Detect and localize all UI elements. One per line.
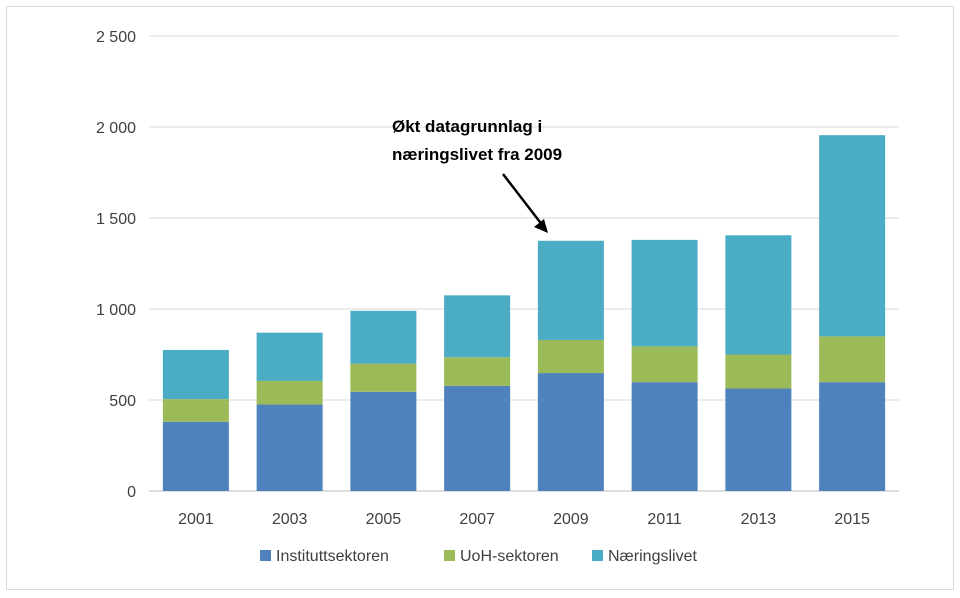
bar-stack-2007 bbox=[444, 295, 511, 491]
x-tick-label: 2003 bbox=[272, 511, 308, 528]
bar-instituttsektoren-2005 bbox=[350, 391, 417, 491]
bar-uoh-sektoren-2001 bbox=[162, 399, 229, 422]
x-axis: 2001 2003 2005 2007 2009 2011 2013 2015 bbox=[178, 511, 870, 528]
y-tick-label: 0 bbox=[127, 484, 136, 501]
y-tick-label: 2 500 bbox=[96, 29, 136, 46]
annotation-line-2: næringslivet fra 2009 bbox=[392, 145, 562, 164]
bar-stack-2009 bbox=[537, 240, 604, 491]
legend: Instituttsektoren UoH-sektoren Næringsli… bbox=[260, 548, 697, 565]
y-tick-label: 1 000 bbox=[96, 302, 136, 319]
bar-naeringslivet-2011 bbox=[631, 239, 698, 347]
y-tick-label: 1 500 bbox=[96, 211, 136, 228]
bar-instituttsektoren-2007 bbox=[444, 385, 511, 491]
bar-instituttsektoren-2011 bbox=[631, 382, 698, 491]
bars bbox=[162, 135, 886, 491]
annotation-arrow-head bbox=[534, 219, 548, 233]
x-tick-label: 2013 bbox=[741, 511, 777, 528]
bar-instituttsektoren-2009 bbox=[537, 373, 604, 491]
bar-stack-2005 bbox=[350, 310, 417, 491]
bar-uoh-sektoren-2009 bbox=[537, 339, 604, 374]
chart-frame: 0 500 1 000 1 500 2 000 2 500 2001 2003 2005 200… bbox=[6, 6, 954, 590]
bar-stack-2013 bbox=[725, 235, 792, 491]
legend-swatch-uoh-sektoren bbox=[444, 550, 455, 561]
legend-label-naeringslivet: Næringslivet bbox=[608, 548, 697, 565]
legend-label-uoh-sektoren: UoH-sektoren bbox=[460, 548, 559, 565]
bar-naeringslivet-2001 bbox=[162, 349, 229, 400]
bar-naeringslivet-2007 bbox=[444, 295, 511, 358]
x-tick-label: 2001 bbox=[178, 511, 214, 528]
annotation-line-1: Økt datagrunnlag i bbox=[392, 117, 542, 136]
legend-swatch-instituttsektoren bbox=[260, 550, 271, 561]
annotation-arrow-line bbox=[502, 173, 544, 227]
bar-instituttsektoren-2015 bbox=[819, 382, 886, 491]
bar-naeringslivet-2003 bbox=[256, 332, 323, 381]
bar-instituttsektoren-2001 bbox=[162, 421, 229, 491]
legend-swatch-naeringslivet bbox=[592, 550, 603, 561]
x-tick-label: 2009 bbox=[553, 511, 589, 528]
bar-naeringslivet-2009 bbox=[537, 240, 604, 340]
y-axis: 0 500 1 000 1 500 2 000 2 500 bbox=[96, 29, 136, 501]
x-tick-label: 2005 bbox=[366, 511, 402, 528]
bar-stack-2003 bbox=[256, 332, 323, 491]
bar-uoh-sektoren-2007 bbox=[444, 357, 511, 386]
bar-instituttsektoren-2003 bbox=[256, 404, 323, 491]
legend-item-instituttsektoren: Instituttsektoren bbox=[260, 548, 389, 565]
bar-stack-2015 bbox=[819, 135, 886, 491]
bar-uoh-sektoren-2005 bbox=[350, 363, 417, 392]
bar-uoh-sektoren-2003 bbox=[256, 380, 323, 405]
bar-naeringslivet-2013 bbox=[725, 235, 792, 355]
bar-uoh-sektoren-2011 bbox=[631, 346, 698, 383]
x-tick-label: 2007 bbox=[459, 511, 495, 528]
x-tick-label: 2015 bbox=[834, 511, 870, 528]
legend-label-instituttsektoren: Instituttsektoren bbox=[276, 548, 389, 565]
y-tick-label: 500 bbox=[109, 393, 136, 410]
x-tick-label: 2011 bbox=[647, 511, 682, 528]
bar-stack-2011 bbox=[631, 239, 698, 491]
y-tick-label: 2 000 bbox=[96, 120, 136, 137]
bar-uoh-sektoren-2013 bbox=[725, 354, 792, 389]
bar-stack-2001 bbox=[162, 349, 229, 491]
bar-naeringslivet-2015 bbox=[819, 135, 886, 337]
legend-item-naeringslivet: Næringslivet bbox=[592, 548, 697, 565]
bar-uoh-sektoren-2015 bbox=[819, 336, 886, 383]
annotation: Økt datagrunnlag i næringslivet fra 2009 bbox=[392, 117, 562, 233]
bar-instituttsektoren-2013 bbox=[725, 388, 792, 491]
bar-naeringslivet-2005 bbox=[350, 310, 417, 364]
legend-item-uoh-sektoren: UoH-sektoren bbox=[444, 548, 559, 565]
